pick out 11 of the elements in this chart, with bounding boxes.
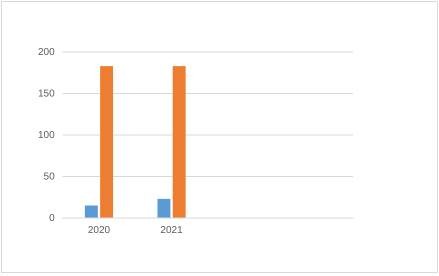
x-tick-label: 2020 <box>88 224 111 236</box>
bar <box>100 66 114 218</box>
y-tick-label: 100 <box>38 130 56 141</box>
bar <box>84 206 98 218</box>
y-tick-label: 50 <box>44 171 56 182</box>
y-tick-label: 200 <box>38 46 56 58</box>
y-tick-label: 150 <box>38 88 56 100</box>
bar <box>172 66 186 218</box>
bar <box>157 198 170 218</box>
x-tick-label: 2021 <box>160 224 184 236</box>
y-tick-label: 0 <box>49 212 56 224</box>
